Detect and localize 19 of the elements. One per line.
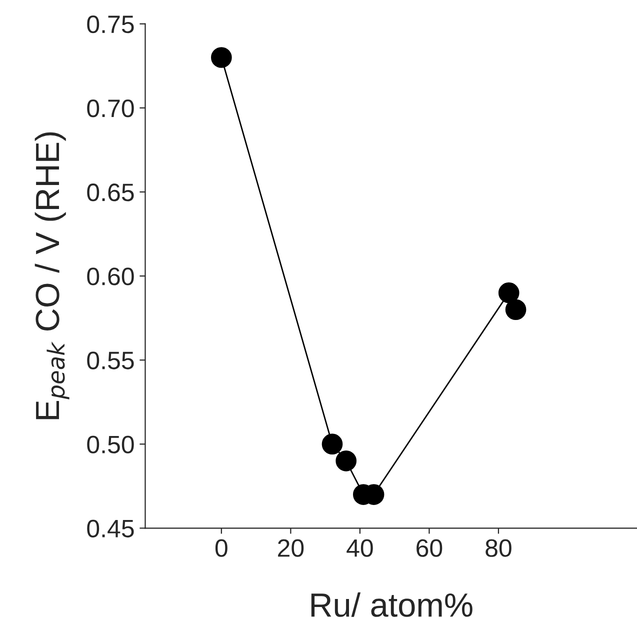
y-tick-label: 0.50: [87, 436, 134, 454]
point: [498, 282, 520, 304]
y-tick-label: 0.55: [87, 352, 134, 370]
x-axis-title: Ru/ atom%: [311, 592, 472, 617]
point: [322, 434, 343, 455]
y-tick-label: 0.75: [87, 15, 134, 34]
x-tick-label: 40: [346, 539, 373, 557]
x-tick-label: 20: [278, 539, 304, 557]
point: [505, 299, 526, 320]
x-tick-label: 0: [215, 539, 228, 557]
x-tick-label: 80: [486, 539, 512, 557]
y-tick-label: 0.65: [87, 184, 134, 202]
y-tick-label: 0.60: [87, 268, 134, 286]
y-tick-label: 0.45: [87, 520, 134, 538]
x-tick-label: 60: [416, 539, 442, 557]
y-tick-label: 0.70: [87, 100, 134, 118]
point: [211, 47, 232, 68]
point: [336, 450, 357, 472]
y-axis-title: E$_{peak}$ CO / V (RHE): [34, 132, 70, 420]
